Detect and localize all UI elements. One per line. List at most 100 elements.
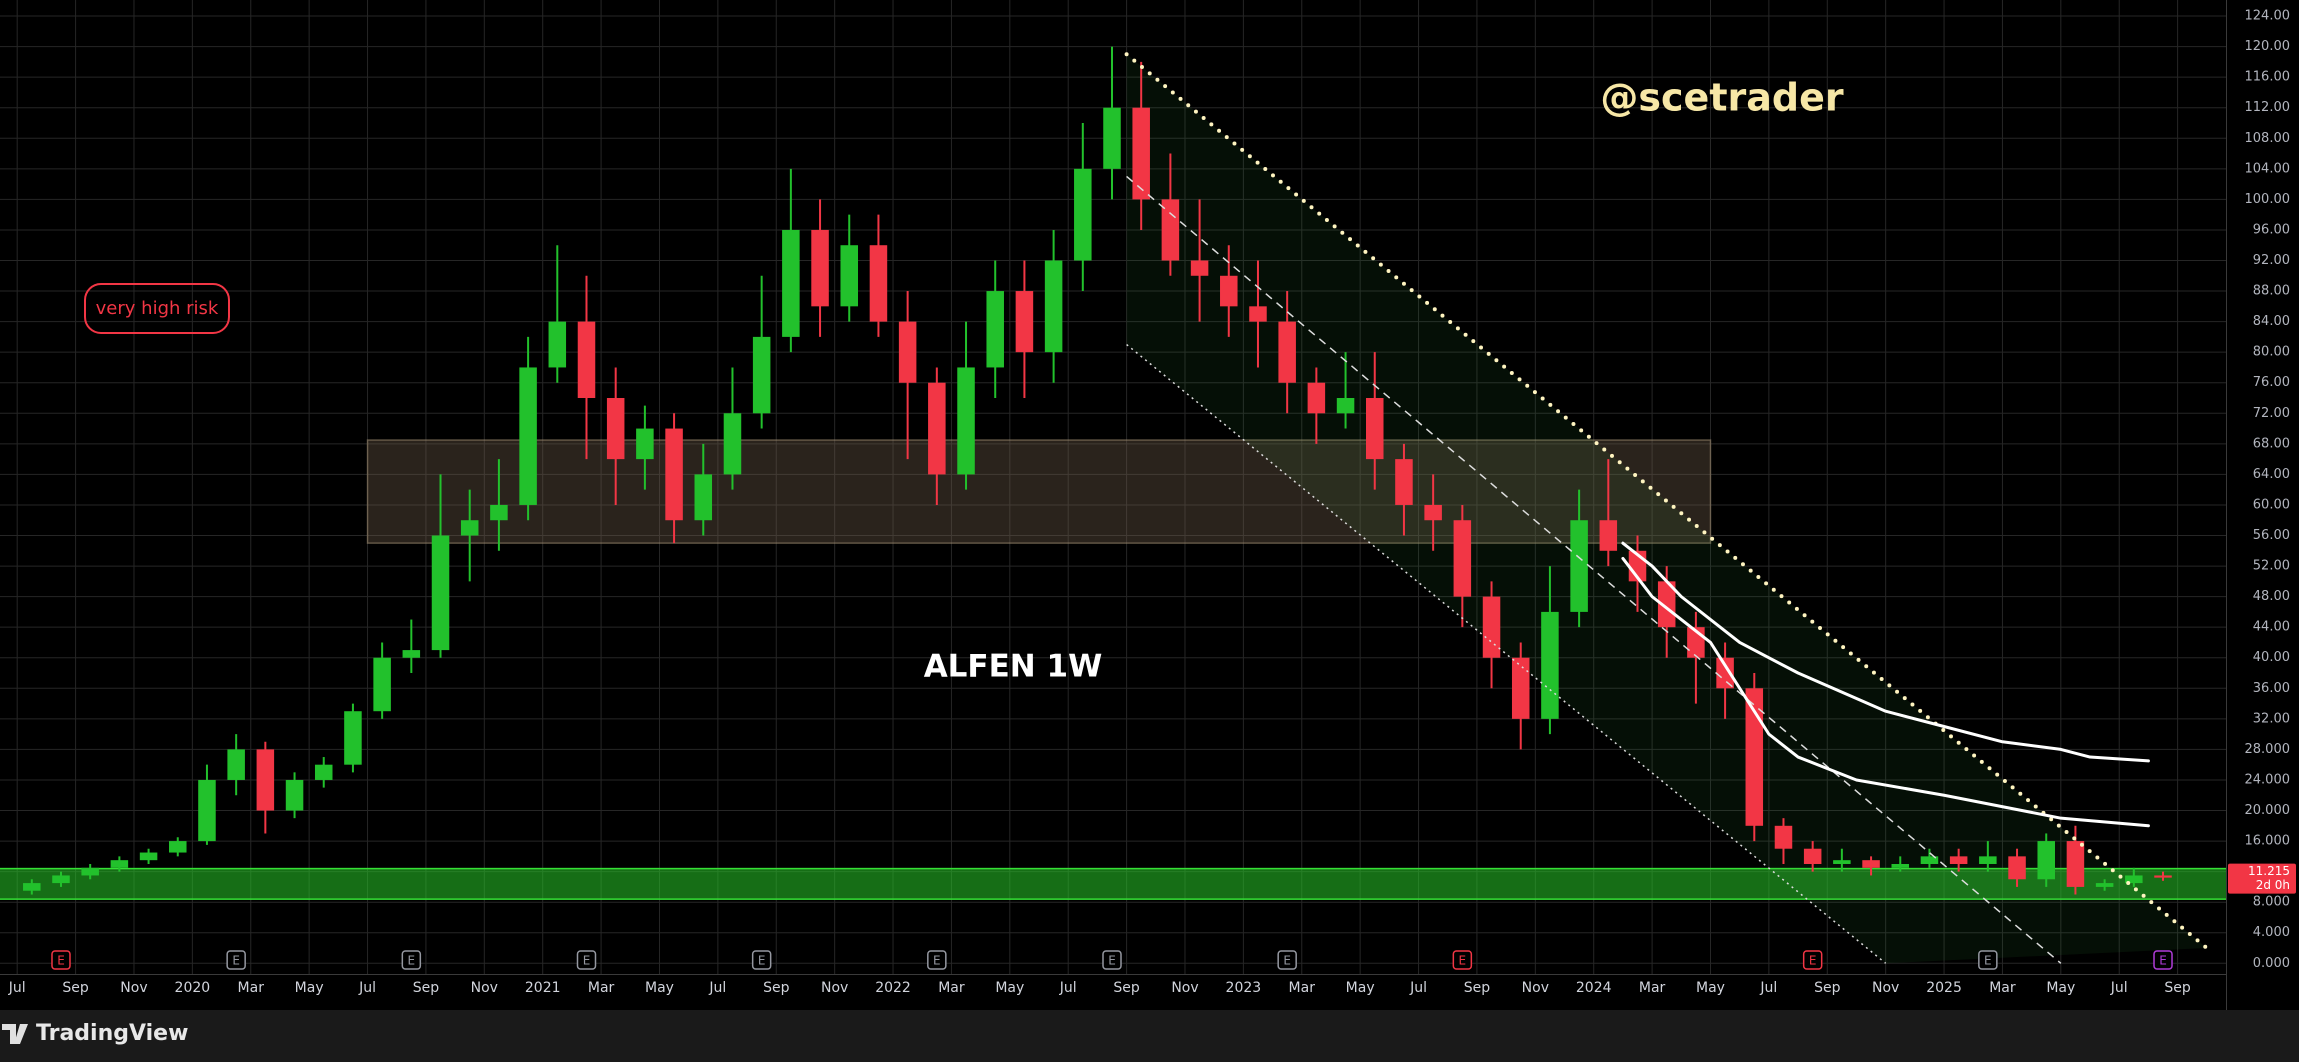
candle-body <box>869 245 888 322</box>
y-tick-label: 16.000 <box>2245 834 2291 849</box>
candle-body <box>1161 199 1180 261</box>
earnings-label: E <box>1459 954 1467 968</box>
candle-body <box>1774 825 1793 849</box>
y-tick-label: 124.00 <box>2245 9 2291 24</box>
x-tick-label: May <box>995 980 1024 996</box>
annotation: very high risk <box>96 298 219 319</box>
x-tick-label: May <box>645 980 674 996</box>
earnings-marker <box>1802 950 1823 970</box>
y-tick-label: 68.00 <box>2253 436 2290 451</box>
earnings-marker <box>1102 950 1122 970</box>
y-tick-label: 52.00 <box>2253 559 2290 574</box>
candle-body <box>431 535 450 651</box>
x-tick-label: Sep <box>1464 980 1491 996</box>
candle-body <box>1015 291 1034 353</box>
y-tick-label: 96.00 <box>2253 222 2290 237</box>
candle-body <box>1103 107 1121 169</box>
earnings-marker <box>2153 950 2173 970</box>
candle-body <box>1453 520 1472 597</box>
trend-line <box>1124 52 2209 951</box>
y-tick-label: 8.000 <box>2253 895 2290 910</box>
x-tick-label: Mar <box>938 980 965 996</box>
y-tick-label: 56.00 <box>2253 528 2290 543</box>
y-tick-label: 24.000 <box>2245 772 2291 787</box>
y-tick-label: 84.00 <box>2253 314 2290 329</box>
candle-body <box>957 367 975 475</box>
y-tick-label: 40.00 <box>2253 650 2290 665</box>
x-tick-label: Sep <box>62 980 89 996</box>
candle-body <box>490 504 508 521</box>
x-tick-label: Nov <box>1171 980 1198 996</box>
earnings-label: E <box>232 954 240 968</box>
candle-body <box>1979 856 1997 864</box>
candle-body <box>548 321 567 368</box>
candle-body <box>52 875 70 884</box>
y-tick-label: 48.00 <box>2253 589 2290 604</box>
last-price-label: 11.215 <box>2248 864 2290 878</box>
candle-body <box>139 852 158 861</box>
earnings-marker <box>1277 950 1297 970</box>
x-tick-label: Mar <box>1639 980 1666 996</box>
earnings-label: E <box>758 954 766 968</box>
candle-body <box>1395 459 1413 505</box>
earnings-label: E <box>57 954 65 968</box>
x-tick-label: May <box>1696 980 1725 996</box>
candle-body <box>1920 856 1939 864</box>
trend-line <box>1621 556 2150 828</box>
x-tick-label: Mar <box>238 980 265 996</box>
earnings-marker <box>51 950 71 970</box>
candle-body <box>986 291 1004 368</box>
x-tick-label: Jul <box>2110 980 2128 996</box>
candle-body <box>1482 596 1501 658</box>
trend-line <box>1621 541 2150 763</box>
candle-body <box>227 749 245 780</box>
y-tick-label: 20.000 <box>2245 803 2291 818</box>
earnings-label: E <box>2159 954 2167 968</box>
y-tick-label: 92.00 <box>2253 253 2290 268</box>
brand: TradingView <box>36 1021 188 1046</box>
candle-body <box>752 336 771 414</box>
countdown-label: 2d 0h <box>2256 878 2290 892</box>
candle-body <box>1424 504 1442 521</box>
x-tick-label: Jul <box>708 980 726 996</box>
candle-body <box>1220 275 1238 307</box>
candle-body <box>2125 875 2143 884</box>
candle-body <box>1307 382 1326 414</box>
candle-body <box>23 883 41 891</box>
x-tick-label: May <box>2046 980 2075 996</box>
candle-body <box>1862 860 1880 868</box>
y-tick-label: 112.00 <box>2245 100 2291 115</box>
earnings-marker <box>1452 950 1473 970</box>
x-tick-label: Jul <box>1759 980 1777 996</box>
x-tick-label: 2024 <box>1576 980 1612 996</box>
x-tick-label: May <box>1346 980 1375 996</box>
x-tick-label: Sep <box>413 980 440 996</box>
candle-body <box>402 650 421 658</box>
y-tick-label: 100.00 <box>2245 192 2291 207</box>
y-tick-label: 32.00 <box>2253 711 2290 726</box>
y-tick-label: 88.00 <box>2253 284 2290 299</box>
x-tick-label: Nov <box>821 980 848 996</box>
zone <box>366 439 1712 544</box>
candle-body <box>110 860 129 868</box>
y-tick-label: 120.00 <box>2245 39 2291 54</box>
x-tick-label: Jul <box>1059 980 1077 996</box>
x-tick-label: Nov <box>471 980 498 996</box>
candle-body <box>1278 321 1296 383</box>
x-tick-label: Sep <box>1814 980 1841 996</box>
candle-body <box>373 657 391 712</box>
annotation-box <box>84 283 230 334</box>
candle-body <box>1657 581 1676 628</box>
candle-body <box>314 764 333 780</box>
y-tick-label: 28.000 <box>2245 742 2291 757</box>
x-tick-label: Nov <box>1522 980 1549 996</box>
x-tick-label: Sep <box>1113 980 1140 996</box>
x-tick-label: Sep <box>763 980 790 996</box>
candle-body <box>2154 875 2172 878</box>
y-tick-label: 80.00 <box>2253 345 2290 360</box>
candle-body <box>285 779 304 811</box>
candle-body <box>606 398 625 460</box>
earnings-marker <box>751 950 772 970</box>
candle-body <box>665 428 683 521</box>
